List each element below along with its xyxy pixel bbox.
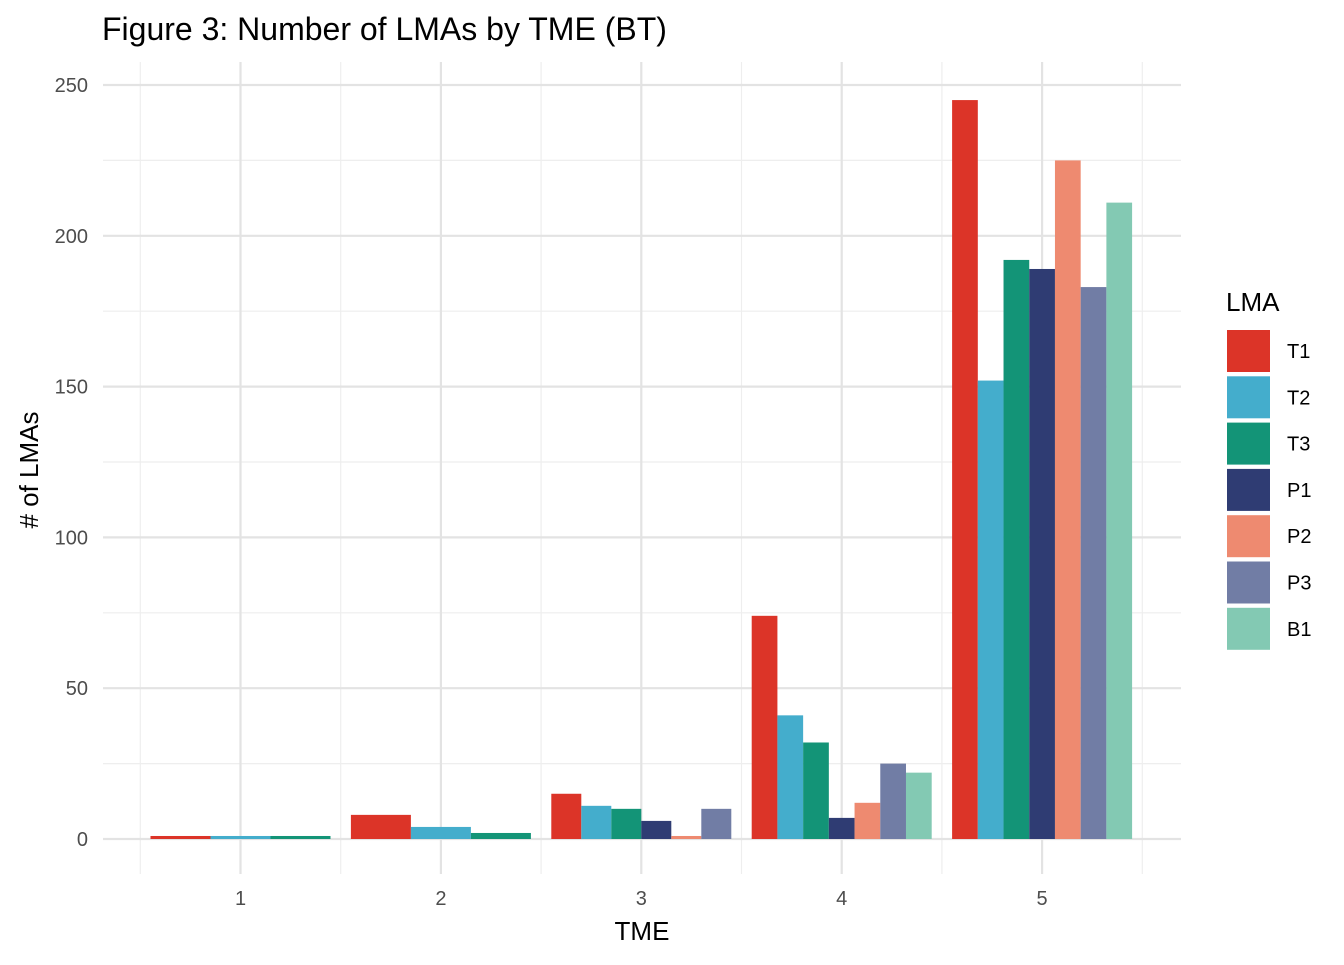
bar-t2-tme-1 xyxy=(210,835,271,839)
bar-p3-tme-5 xyxy=(1080,287,1107,839)
legend-label-p3: P3 xyxy=(1287,573,1311,595)
legend-label-t1: T1 xyxy=(1287,341,1310,363)
x-tick-label: 5 xyxy=(1037,888,1048,910)
y-axis: 0 50 100 150 200 250 xyxy=(55,75,88,851)
bar-p2-tme-3 xyxy=(671,835,702,839)
bar-t3-tme-4 xyxy=(803,742,829,839)
bar-t2-tme-2 xyxy=(410,826,471,839)
legend-label-b1: B1 xyxy=(1287,619,1311,641)
bar-p2-tme-4 xyxy=(854,802,881,839)
bar-t1-tme-4 xyxy=(751,615,778,839)
x-tick-label: 3 xyxy=(636,888,647,910)
legend-key-t1 xyxy=(1227,330,1270,372)
legend-key-p1 xyxy=(1227,468,1270,511)
chart-title: Figure 3: Number of LMAs by TME (BT) xyxy=(102,11,667,47)
legend-key-b1 xyxy=(1227,607,1270,650)
bar-t1-tme-1 xyxy=(150,835,211,839)
x-tick-label: 1 xyxy=(235,888,246,910)
bar-t2-tme-3 xyxy=(581,805,612,839)
bar-t1-tme-5 xyxy=(952,100,978,839)
y-tick-label: 0 xyxy=(77,829,88,851)
bar-b1-tme-5 xyxy=(1106,202,1133,839)
bar-t1-tme-3 xyxy=(551,793,582,839)
y-axis-label: # of LMAs xyxy=(14,411,44,528)
bar-p3-tme-3 xyxy=(701,808,732,839)
bar-p2-tme-5 xyxy=(1054,160,1081,839)
bar-b1-tme-4 xyxy=(905,772,932,839)
y-tick-label: 150 xyxy=(55,377,88,399)
legend-key-p2 xyxy=(1227,515,1270,558)
bar-t3-tme-2 xyxy=(470,832,531,839)
bar-t3-tme-1 xyxy=(270,835,331,839)
bar-p1-tme-5 xyxy=(1029,268,1055,839)
legend-label-p2: P2 xyxy=(1287,526,1311,548)
y-tick-label: 100 xyxy=(55,527,88,549)
bar-t2-tme-5 xyxy=(977,380,1004,839)
x-tick-label: 2 xyxy=(435,888,446,910)
legend-title: LMA xyxy=(1226,287,1280,317)
bar-t2-tme-4 xyxy=(777,715,804,839)
bar-p1-tme-4 xyxy=(828,817,855,839)
x-tick-label: 4 xyxy=(836,888,847,910)
legend: LMA T1 T2 T3 P1 P2 P3 B1 xyxy=(1226,287,1311,650)
bars xyxy=(150,100,1133,840)
legend-label-p1: P1 xyxy=(1287,480,1311,502)
y-tick-label: 200 xyxy=(55,226,88,248)
legend-key-t2 xyxy=(1227,376,1270,419)
bar-p1-tme-3 xyxy=(641,820,672,839)
bar-p3-tme-4 xyxy=(880,763,906,839)
y-tick-label: 250 xyxy=(55,75,88,97)
bar-t3-tme-5 xyxy=(1003,259,1030,840)
bar-t3-tme-3 xyxy=(611,808,642,839)
x-axis-label: TME xyxy=(615,916,670,946)
legend-key-p3 xyxy=(1227,561,1270,604)
legend-label-t2: T2 xyxy=(1287,387,1310,409)
y-tick-label: 50 xyxy=(66,678,88,700)
x-axis: 1 2 3 4 5 xyxy=(235,888,1048,910)
legend-label-t3: T3 xyxy=(1287,434,1310,456)
legend-key-t3 xyxy=(1227,422,1270,465)
bar-t1-tme-2 xyxy=(350,814,411,839)
